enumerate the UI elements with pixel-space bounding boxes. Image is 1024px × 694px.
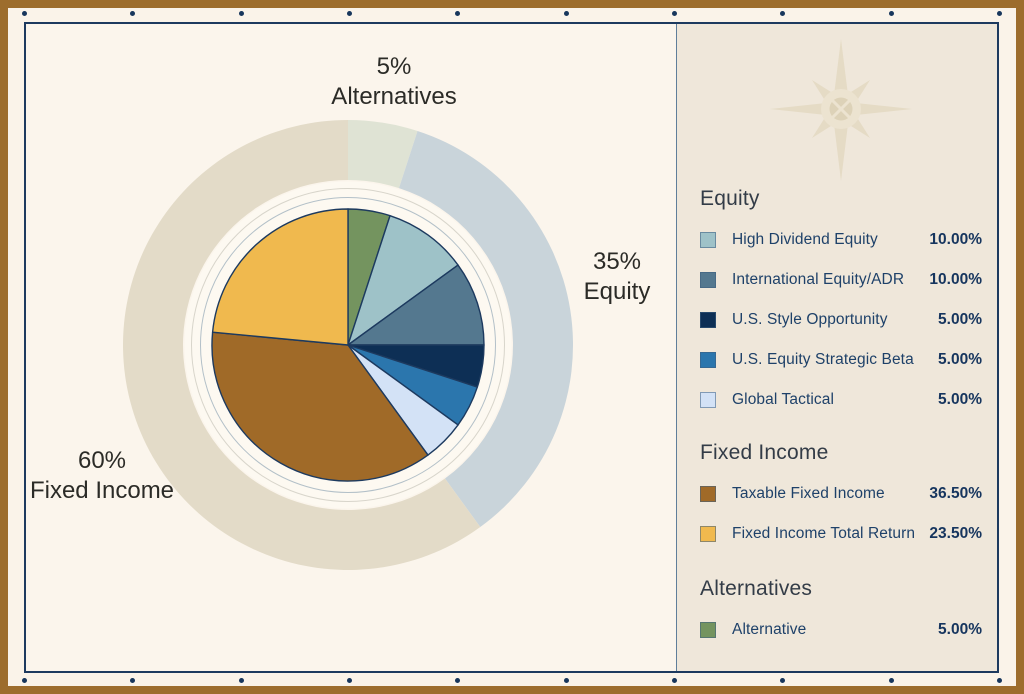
decorative-dot <box>22 11 27 16</box>
legend-section-title-equity: Equity <box>700 187 760 210</box>
decorative-dot <box>888 678 894 683</box>
legend-value: 36.50% <box>929 485 982 502</box>
legend-section-equity: Equity High Dividend Equity 10.00% Interna… <box>700 186 982 420</box>
decorative-dot <box>238 11 244 16</box>
legend-item-u-s-equity-strategic-beta: U.S. Equity Strategic Beta 5.00% <box>700 340 982 380</box>
pie-slice-fixed-income-total-return <box>211 208 349 346</box>
legend-value: 5.00% <box>938 351 982 368</box>
legend-item-fixed-income-total-return: Fixed Income Total Return 23.50% <box>700 514 982 554</box>
ring-segment-alternatives <box>348 119 418 189</box>
ring-segment-equity <box>398 131 574 528</box>
callout-fixed-income-percent: 60% <box>77 447 127 474</box>
ring-segment-fixed-income <box>122 120 481 570</box>
legend-item-global-tactical: Global Tactical 5.00% <box>700 380 982 420</box>
guide-circle-outer <box>191 188 505 502</box>
content-box: 5% Alternatives 35% Equity 60% Fixed Inc… <box>24 22 999 673</box>
legend-label: Fixed Income Total Return <box>732 525 916 542</box>
allocation-pie-chart <box>122 119 574 570</box>
legend-label: Alternative <box>732 621 807 638</box>
decorative-dot <box>346 11 352 16</box>
decorative-dot <box>130 11 136 16</box>
legend-swatch-taxable-fixed-income <box>700 486 716 502</box>
decorative-dot <box>563 678 569 683</box>
poster-inner: 5% Alternatives 35% Equity 60% Fixed Inc… <box>8 8 1016 686</box>
legend-item-high-dividend-equity: High Dividend Equity 10.00% <box>700 220 982 260</box>
legend-section-title-fixed-income: Fixed Income <box>700 441 829 464</box>
legend-label: Global Tactical <box>732 391 835 408</box>
legend-value: 5.00% <box>938 621 982 638</box>
legend-value: 5.00% <box>938 391 982 408</box>
legend-rows-fixed-income: Taxable Fixed Income 36.50% Fixed Income T… <box>700 474 982 554</box>
legend-swatch-u-s-style-opportunity <box>700 312 716 328</box>
legend-swatch-international-equity-adr <box>700 272 716 288</box>
legend-panel: Equity High Dividend Equity 10.00% Interna… <box>676 24 997 671</box>
pie-slice-international-equity-adr <box>347 264 485 346</box>
legend-swatch-fixed-income-total-return <box>700 526 716 542</box>
decorative-dot <box>671 678 677 683</box>
legend-item-alternative: Alternative 5.00% <box>700 610 982 650</box>
legend-swatch-alternative <box>700 622 716 638</box>
pie-slice-high-dividend-equity <box>347 214 459 346</box>
decorative-dot <box>888 11 894 16</box>
legend-label: High Dividend Equity <box>732 231 878 248</box>
decorative-dot <box>22 678 27 683</box>
legend-value: 23.50% <box>929 525 982 542</box>
legend-section-fixed-income: Fixed Income Taxable Fixed Income 36.50% F… <box>700 440 982 554</box>
compass-wrap <box>700 24 982 181</box>
legend-label: Taxable Fixed Income <box>732 485 885 502</box>
decorative-dot <box>780 678 786 683</box>
legend-item-international-equity-adr: International Equity/ADR 10.00% <box>700 260 982 300</box>
legend-section-alternatives: Alternatives Alternative 5.00% <box>700 576 982 650</box>
callout-equity: 35% Equity <box>584 247 651 307</box>
callout-alternatives-percent: 5% <box>376 53 412 80</box>
decorative-dot <box>346 678 352 683</box>
compass-rose-icon <box>770 39 912 181</box>
decorative-dot <box>455 678 461 683</box>
callout-fixed-income-label: Fixed Income <box>29 477 175 504</box>
legend-item-u-s-style-opportunity: U.S. Style Opportunity 5.00% <box>700 300 982 340</box>
legend-label: U.S. Style Opportunity <box>732 311 888 328</box>
callout-fixed-income: 60% Fixed Income <box>30 446 174 506</box>
legend-item-taxable-fixed-income: Taxable Fixed Income 36.50% <box>700 474 982 514</box>
legend-rows-equity: High Dividend Equity 10.00% International … <box>700 220 982 420</box>
legend-value: 5.00% <box>938 311 982 328</box>
decorative-dot <box>671 11 677 16</box>
callout-equity-label: Equity <box>583 278 651 305</box>
decorative-dots-top <box>8 11 1016 16</box>
legend-swatch-u-s-equity-strategic-beta <box>700 352 716 368</box>
legend-swatch-high-dividend-equity <box>700 232 716 248</box>
guide-circle-inner <box>200 197 496 493</box>
decorative-dot <box>996 678 1002 683</box>
decorative-dot <box>563 11 569 16</box>
decorative-dot <box>996 11 1002 16</box>
legend-section-title-alternatives: Alternatives <box>700 577 813 600</box>
decorative-dot <box>130 678 136 683</box>
legend-label: International Equity/ADR <box>732 271 905 288</box>
legend-label: U.S. Equity Strategic Beta <box>732 351 914 368</box>
decorative-dot <box>780 11 786 16</box>
pie-slice-taxable-fixed-income <box>211 331 429 482</box>
callout-alternatives: 5% Alternatives <box>331 52 456 112</box>
legend-value: 10.00% <box>929 231 982 248</box>
decorative-dots-bottom <box>8 678 1016 683</box>
callout-equity-percent: 35% <box>592 248 642 275</box>
legend-rows-alternatives: Alternative 5.00% <box>700 610 982 650</box>
allocation-chart-area: 5% Alternatives 35% Equity 60% Fixed Inc… <box>26 24 676 671</box>
decorative-dot <box>238 678 244 683</box>
legend-value: 10.00% <box>929 271 982 288</box>
callout-alternatives-label: Alternatives <box>331 83 457 110</box>
decorative-dot <box>455 11 461 16</box>
legend-swatch-global-tactical <box>700 392 716 408</box>
